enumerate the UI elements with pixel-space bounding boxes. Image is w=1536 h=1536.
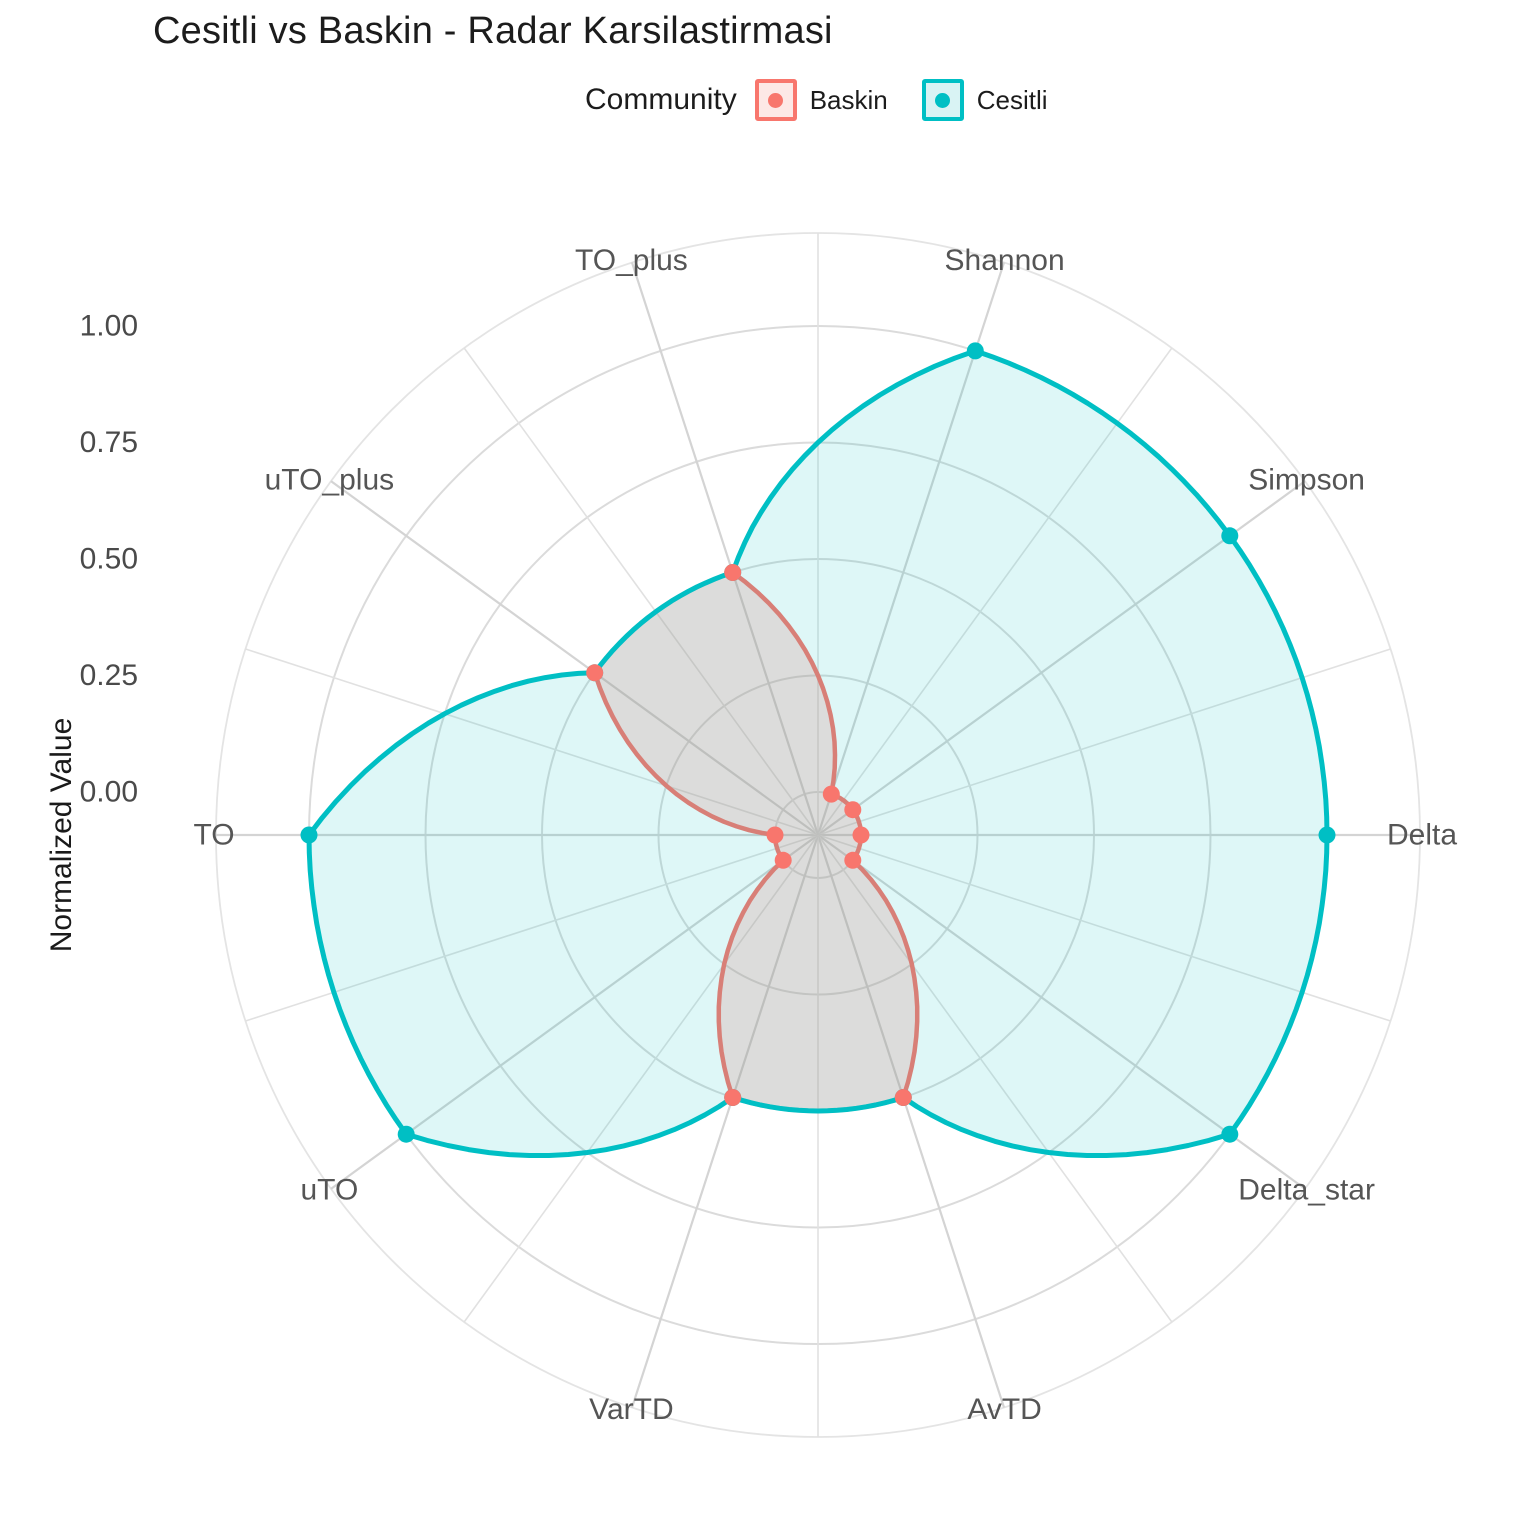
category-label-uto_plus: uTO_plus bbox=[265, 464, 395, 497]
radial-tick-label-0.75: 0.75 bbox=[80, 426, 138, 459]
radial-tick-label-0.50: 0.50 bbox=[80, 543, 138, 576]
legend-title: Community bbox=[585, 83, 737, 116]
point-baskin-delta bbox=[852, 826, 870, 844]
point-baskin-simpson bbox=[844, 801, 862, 819]
minor-spoke bbox=[245, 648, 819, 836]
point-cesitli-delta bbox=[1318, 826, 1336, 844]
category-label-avtd: AvTD bbox=[967, 1393, 1041, 1426]
point-baskin-to bbox=[766, 826, 784, 844]
category-label-shannon: Shannon bbox=[945, 244, 1065, 277]
point-baskin-to_plus bbox=[724, 564, 742, 581]
category-label-vartd: VarTD bbox=[589, 1393, 673, 1426]
category-label-uto: uTO bbox=[300, 1174, 358, 1207]
minor-spoke bbox=[817, 648, 1391, 836]
axis-spoke bbox=[816, 834, 1006, 1408]
category-label-to_plus: TO_plus bbox=[575, 244, 688, 277]
radial-tick-label-0.00: 0.00 bbox=[80, 776, 138, 809]
point-cesitli-shannon bbox=[966, 342, 984, 360]
legend-key-cesitli-icon bbox=[921, 79, 964, 121]
point-baskin-shannon bbox=[822, 785, 840, 803]
category-label-to: TO bbox=[193, 819, 234, 852]
category-label-delta: Delta bbox=[1387, 819, 1457, 852]
point-baskin-uto bbox=[774, 851, 792, 869]
point-baskin-delta_star bbox=[844, 851, 862, 869]
legend-item-baskin: Baskin bbox=[754, 79, 888, 121]
point-baskin-avtd bbox=[894, 1089, 912, 1106]
point-cesitli-simpson bbox=[1221, 527, 1239, 545]
axis-spoke bbox=[330, 480, 819, 836]
point-baskin-uto_plus bbox=[586, 664, 604, 682]
axis-spoke bbox=[630, 834, 820, 1408]
category-label-simpson: Simpson bbox=[1248, 464, 1365, 497]
point-cesitli-delta_star bbox=[1221, 1125, 1239, 1143]
point-baskin-vartd bbox=[724, 1089, 742, 1106]
minor-spoke bbox=[463, 834, 819, 1323]
point-cesitli-uto bbox=[397, 1125, 415, 1143]
minor-spoke bbox=[463, 347, 819, 836]
minor-spoke bbox=[817, 834, 1391, 1022]
legend-key-baskin-icon bbox=[754, 79, 797, 121]
category-label-delta_star: Delta_star bbox=[1238, 1174, 1375, 1207]
point-cesitli-to bbox=[300, 826, 318, 844]
radial-tick-label-1.00: 1.00 bbox=[80, 310, 138, 343]
minor-spoke bbox=[817, 834, 1173, 1323]
axis-spoke bbox=[630, 262, 820, 836]
legend: Community Baskin Cesitli bbox=[585, 76, 1082, 124]
legend-item-cesitli-label: Cesitli bbox=[976, 84, 1048, 115]
radial-tick-label-0.25: 0.25 bbox=[80, 659, 138, 692]
legend-item-cesitli: Cesitli bbox=[921, 79, 1048, 121]
minor-spoke bbox=[245, 834, 819, 1022]
minor-spoke bbox=[817, 347, 1173, 836]
legend-item-baskin-label: Baskin bbox=[809, 84, 888, 115]
chart-title: Cesitli vs Baskin - Radar Karsilastirmas… bbox=[153, 10, 833, 52]
